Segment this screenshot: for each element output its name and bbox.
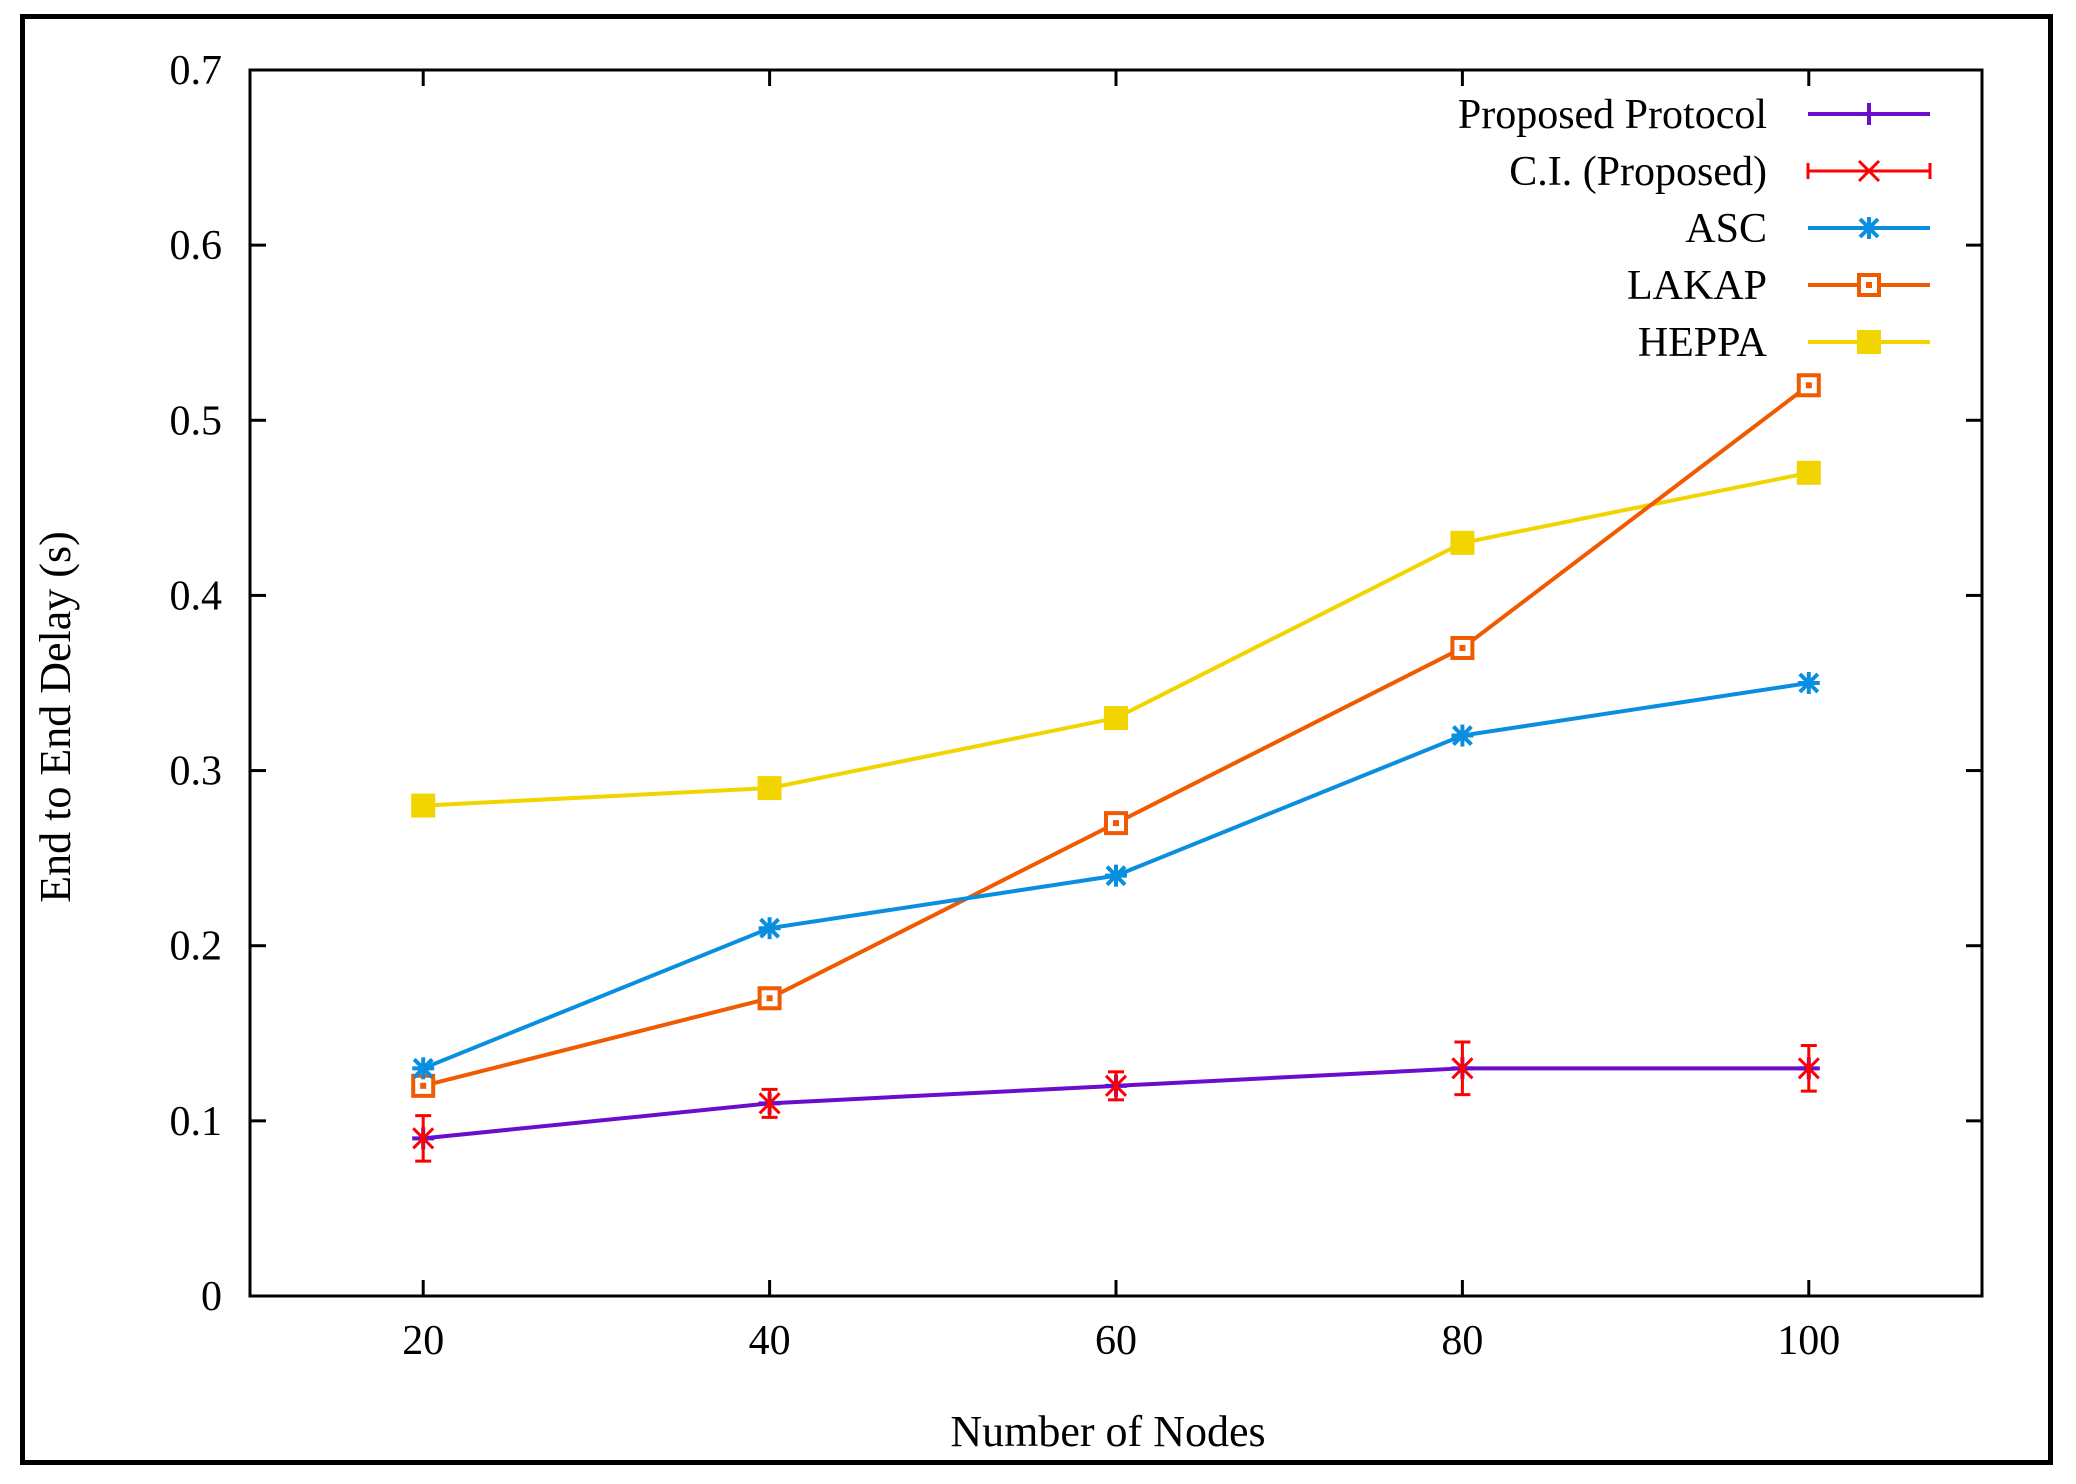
x-tick-label: 40 [749, 1318, 791, 1364]
marker-square-filled [411, 793, 436, 818]
marker-star [1797, 672, 1820, 694]
legend-label: LAKAP [1627, 263, 1767, 309]
plot-border [248, 68, 1984, 1298]
y-tick-label: 0 [201, 1274, 222, 1320]
marker-x [1797, 1057, 1820, 1080]
marker-open-square [1104, 811, 1128, 836]
y-tick-label: 0.6 [170, 223, 223, 269]
series-asc [412, 672, 1820, 1080]
marker-plus [1858, 103, 1880, 125]
series-line [422, 383, 1811, 1088]
marker-filled-square [1104, 706, 1128, 731]
marker-square-dot [1113, 820, 1119, 827]
marker-square-dot [420, 1082, 427, 1089]
marker-open-square [1857, 273, 1881, 297]
marker-square-filled [1450, 530, 1475, 555]
y-tick-label: 0.5 [170, 398, 223, 444]
y-tick-label: 0.2 [170, 924, 223, 970]
x-axis-title: Number of Nodes [950, 1407, 1265, 1456]
y-axis-title: End to End Delay (s) [31, 531, 80, 902]
legend-item-heppa: HEPPA [1638, 320, 1930, 366]
marker-x-b [1104, 1074, 1128, 1097]
marker-x-b [758, 1092, 781, 1115]
marker-filled-square [1796, 460, 1821, 485]
marker-x-b [1451, 1057, 1474, 1080]
marker-filled-square [1857, 330, 1881, 354]
marker-square-dot [766, 995, 773, 1002]
y-tick-label: 0.1 [170, 1099, 223, 1145]
marker-star-b [1798, 672, 1820, 694]
marker-square-dot [1459, 644, 1466, 651]
x-tick-label: 60 [1095, 1318, 1137, 1364]
x-tick-label: 20 [402, 1318, 444, 1364]
legend-label: ASC [1685, 206, 1767, 252]
marker-x [758, 1092, 781, 1115]
marker-x [1451, 1057, 1474, 1080]
marker-open-square [1450, 635, 1475, 660]
legend-label: Proposed Protocol [1458, 92, 1767, 138]
legend-label: C.I. (Proposed) [1509, 149, 1767, 195]
marker-star [1451, 724, 1474, 747]
marker-square-filled [757, 776, 782, 801]
marker-filled-square [757, 776, 782, 801]
marker-star [1858, 217, 1880, 239]
marker-star [758, 917, 781, 940]
marker-x-b [1797, 1057, 1820, 1080]
marker-star-b [1858, 217, 1880, 239]
series-layer [411, 373, 1821, 1163]
marker-x [1104, 1074, 1128, 1097]
marker-open-square [1796, 373, 1821, 398]
y-tick-label: 0.4 [170, 573, 223, 619]
marker-open-square [757, 986, 782, 1011]
marker-filled-square [1450, 530, 1475, 555]
series-c-i-proposed- [412, 1040, 1820, 1163]
marker-x-b [412, 1127, 435, 1150]
marker-star-b [1105, 865, 1127, 887]
axes: 0 0.1 0.2 0.3 0.4 0.5 0.6 0.7 20 40 60 80 100 [170, 48, 1984, 1364]
marker-square-filled [1796, 460, 1821, 485]
marker-filled-square [411, 793, 436, 818]
marker-star-b [759, 917, 781, 939]
legend-label: HEPPA [1638, 320, 1768, 366]
marker-star-b [412, 1057, 434, 1079]
marker-square-dot [1866, 282, 1872, 288]
y-tick-label: 0.3 [170, 749, 223, 795]
marker-x [1857, 159, 1881, 183]
legend-item-c-i-proposed-: C.I. (Proposed) [1509, 149, 1932, 195]
figure-frame [20, 14, 2053, 1465]
marker-star [412, 1057, 435, 1080]
y-tick-label: 0.7 [170, 48, 223, 94]
legend-item-proposed-protocol: Proposed Protocol [1458, 92, 1930, 138]
x-tick-label: 100 [1777, 1318, 1840, 1364]
x-tick-label: 80 [1441, 1318, 1483, 1364]
marker-x-b [1857, 159, 1881, 183]
series-heppa [411, 460, 1821, 818]
series-line [423, 470, 1810, 808]
marker-star [1105, 864, 1127, 887]
marker-square-dot [1805, 382, 1812, 389]
marker-square-filled [1104, 706, 1128, 731]
legend-item-lakap: LAKAP [1627, 263, 1930, 309]
legend-item-asc: ASC [1685, 206, 1930, 252]
marker-square-filled [1857, 330, 1881, 354]
marker-x [412, 1127, 435, 1150]
marker-star-b [1451, 725, 1473, 746]
legend: Proposed Protocol C.I. (Proposed) ASC LAKAP… [1458, 92, 1932, 366]
series-lakap [411, 373, 1821, 1098]
